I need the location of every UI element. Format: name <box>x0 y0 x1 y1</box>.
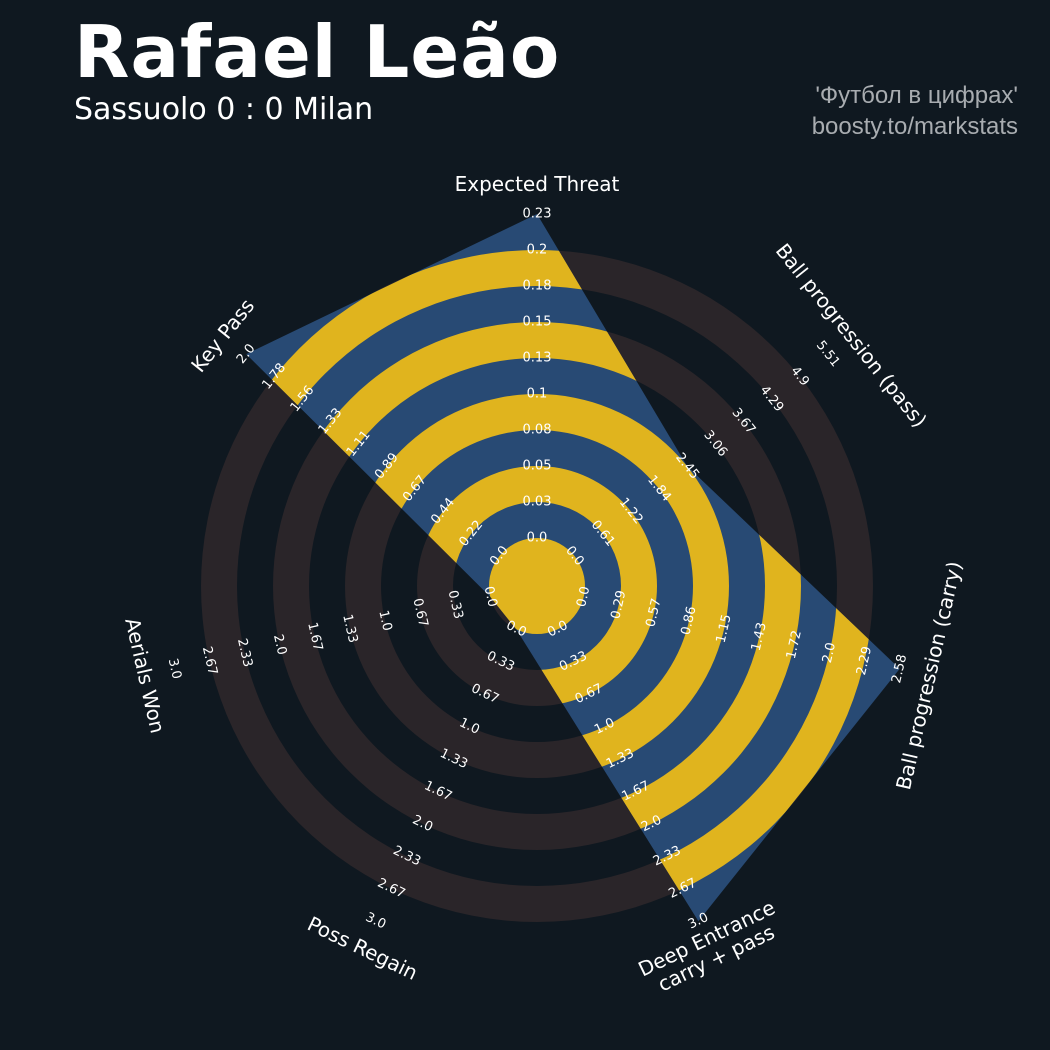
tick-label: 0.0 <box>527 531 548 546</box>
axis-label-line: Key Pass <box>186 294 259 377</box>
tick-label: 2.0 <box>234 341 259 367</box>
tick-label: 0.05 <box>523 459 552 474</box>
axis-label: Key Pass <box>186 294 259 377</box>
tick-label: 1.67 <box>304 621 325 653</box>
axis-label: Expected Threat <box>455 172 620 196</box>
tick-label: 0.15 <box>523 315 552 330</box>
tick-label: 0.57 <box>643 597 664 629</box>
tick-label: 0.67 <box>409 597 430 629</box>
tick-label: 2.0 <box>270 633 289 657</box>
tick-label: 0.86 <box>679 605 700 637</box>
axis-label-line: Expected Threat <box>455 172 620 196</box>
tick-label: 1.33 <box>339 613 360 645</box>
tick-label: 1.0 <box>375 609 394 633</box>
tick-label: 1.15 <box>714 613 735 645</box>
tick-label: 2.67 <box>199 645 220 677</box>
tick-label: 2.29 <box>854 645 875 677</box>
tick-label: 3.0 <box>165 657 184 681</box>
tick-label: 2.58 <box>889 653 910 685</box>
tick-label: 2.0 <box>820 641 839 665</box>
tick-label: 1.72 <box>784 629 805 661</box>
tick-label: 0.18 <box>523 279 552 294</box>
tick-label: 2.33 <box>234 637 255 669</box>
credit-block: 'Футбол в цифрах' boosty.to/markstats <box>812 80 1018 142</box>
tick-label: 0.0 <box>574 585 593 609</box>
tick-label: 0.33 <box>445 589 466 621</box>
tick-label: 0.0 <box>481 585 500 609</box>
match-result: Sassuolo 0 : 0 Milan <box>74 92 374 127</box>
tick-label: 0.08 <box>523 423 552 438</box>
tick-label: 1.43 <box>749 621 770 653</box>
tick-label: 0.2 <box>527 243 548 258</box>
tick-label: 0.23 <box>523 207 552 222</box>
tick-label: 0.1 <box>527 387 548 402</box>
axis-label: Aerials Won <box>120 616 170 736</box>
axis-label: Deep Entrancecarry + pass <box>634 895 788 1001</box>
tick-label: 0.29 <box>608 589 629 621</box>
axis-label-line: Aerials Won <box>120 616 170 736</box>
tick-label: 3.0 <box>363 910 388 932</box>
highlight-band <box>489 538 585 634</box>
credit-source: 'Футбол в цифрах' <box>815 82 1018 109</box>
tick-label: 0.13 <box>523 351 552 366</box>
tick-label: 0.03 <box>523 495 552 510</box>
credit-link: boosty.to/markstats <box>811 113 1018 140</box>
tick-label: 5.51 <box>813 338 843 370</box>
player-name: Rafael Leão <box>74 10 561 94</box>
